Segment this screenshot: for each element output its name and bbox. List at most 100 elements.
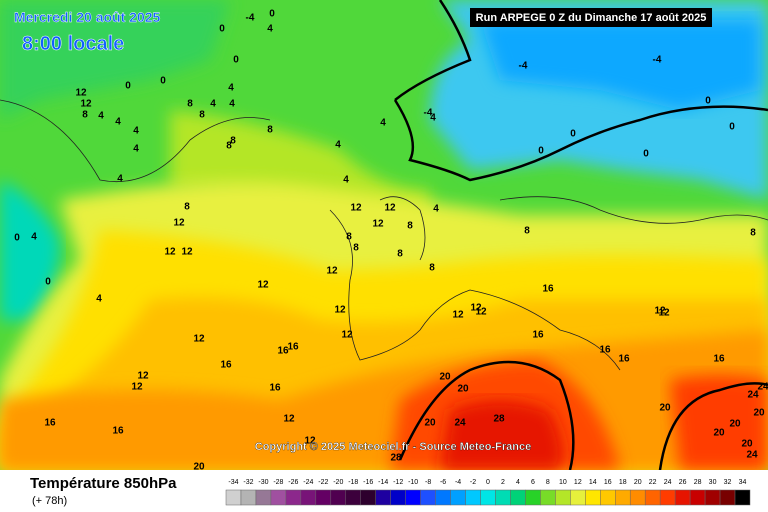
contour-label: 12 xyxy=(341,330,353,341)
colorbar-swatch xyxy=(435,489,451,506)
contour-label: 8 xyxy=(187,99,193,110)
temperature-field xyxy=(0,0,768,470)
colorbar-swatch xyxy=(300,489,317,506)
contour-label: 12 xyxy=(350,203,362,214)
contour-label: 20 xyxy=(193,462,205,473)
contour-label: 12 xyxy=(173,218,185,229)
contour-label: 28 xyxy=(390,453,402,464)
contour-label: 12 xyxy=(164,247,176,258)
colorbar-swatch xyxy=(704,489,721,506)
contour-label: 16 xyxy=(277,346,289,357)
run-info: Run ARPEGE 0 Z du Dimanche 17 août 2025 xyxy=(476,12,707,24)
colorbar-label: -18 xyxy=(348,479,358,486)
colorbar-swatch xyxy=(315,489,332,506)
colorbar-swatch xyxy=(345,489,361,506)
colorbar-label: -14 xyxy=(378,479,388,486)
colorbar-label: -12 xyxy=(393,479,403,486)
colorbar-swatch xyxy=(719,489,736,506)
contour-label: 12 xyxy=(193,334,205,345)
contour-label: 4 xyxy=(31,232,37,243)
contour-label: 20 xyxy=(741,439,753,450)
contour-lines xyxy=(393,0,768,471)
contour-label: 8 xyxy=(524,226,530,237)
colorbar-label: -22 xyxy=(318,479,328,486)
colorbar-swatch xyxy=(540,489,556,506)
contour-label: 24 xyxy=(746,450,758,461)
contour-label: 16 xyxy=(220,360,232,371)
colorbar-label: -16 xyxy=(363,479,373,486)
contour-label: 12 xyxy=(75,88,87,99)
colorbar-swatch xyxy=(510,489,526,506)
colorbar-label: 6 xyxy=(531,479,535,486)
contour-label: 8 xyxy=(750,228,756,239)
contour-label: 8 xyxy=(226,141,232,152)
contour-label: 20 xyxy=(457,384,469,395)
contour-label: 12 xyxy=(80,99,92,110)
colorbar-label: -28 xyxy=(273,479,283,486)
colorbar-label: -10 xyxy=(408,479,418,486)
coastlines xyxy=(0,99,768,371)
colorbar-label: 14 xyxy=(589,479,597,486)
colorbar-swatch xyxy=(525,489,541,506)
contour-label: 16 xyxy=(599,345,611,356)
colorbar-swatch xyxy=(480,489,496,506)
contour-label: 4 xyxy=(96,294,102,305)
contour-label: 0 xyxy=(643,149,649,160)
contour-label: 12 xyxy=(304,436,316,447)
colorbar-swatch xyxy=(689,489,706,506)
colorbar-swatch xyxy=(390,489,406,506)
colorbar-swatch xyxy=(240,489,257,506)
run-box xyxy=(470,8,712,27)
colorbar-swatch xyxy=(360,489,376,506)
contour-label: 4 xyxy=(229,99,235,110)
colorbar-label: -20 xyxy=(333,479,343,486)
contour-label: -4 xyxy=(653,55,662,66)
contour-label: 8 xyxy=(429,263,435,274)
contour-label: 20 xyxy=(753,408,765,419)
contour-label: 8 xyxy=(230,136,236,147)
contour-label: 8 xyxy=(397,249,403,260)
contour-label: 20 xyxy=(713,428,725,439)
contour-label: 12 xyxy=(384,203,396,214)
colorbar-swatch xyxy=(330,489,347,506)
contour-label: 0 xyxy=(538,146,544,157)
colorbar-swatch xyxy=(465,489,481,506)
colorbar-label: 20 xyxy=(634,479,642,486)
colorbar-swatch xyxy=(420,489,436,506)
contour-label: 4 xyxy=(133,144,139,155)
colorbar-swatch xyxy=(585,489,601,506)
contour-label: 12 xyxy=(452,310,464,321)
colorbar-label: 26 xyxy=(679,479,687,486)
contour-label: -4 xyxy=(246,13,255,24)
colorbar-label: -6 xyxy=(440,479,446,486)
contour-label: 20 xyxy=(439,372,451,383)
contour-label: 4 xyxy=(343,175,349,186)
contour-label: 12 xyxy=(372,219,384,230)
contour-label: 0 xyxy=(14,233,20,244)
contour-label: 8 xyxy=(407,221,413,232)
colorbar-swatch xyxy=(450,489,466,506)
colorbar-swatch xyxy=(225,489,242,506)
contour-label: 4 xyxy=(115,117,121,128)
contour-label: 12 xyxy=(257,280,269,291)
colorbar-label: -34 xyxy=(228,479,238,486)
contour-label: 0 xyxy=(705,96,711,107)
colorbar-swatch xyxy=(495,489,511,506)
colorbar-swatch xyxy=(674,489,691,506)
colorbar-swatch xyxy=(629,489,646,506)
contour-label: 4 xyxy=(117,174,123,185)
date: Mercredi 20 août 2025 xyxy=(14,9,161,25)
contour-label: 0 xyxy=(160,76,166,87)
contour-label: 4 xyxy=(430,113,436,124)
contour-label: 4 xyxy=(335,140,341,151)
copyright: Copyright © 2025 Meteociel.fr - Source M… xyxy=(255,441,531,453)
colorbar: -34 -32 -30 -28 -26 -24 -22 -20 -18 -16 -14 -12 -10-… xyxy=(225,479,751,506)
contour-label: 16 xyxy=(287,342,299,353)
colorbar-label: 34 xyxy=(739,479,747,486)
contour-label: 4 xyxy=(433,204,439,215)
contour-label: 20 xyxy=(659,403,671,414)
contour-label: 20 xyxy=(729,419,741,430)
contour-label: 12 xyxy=(658,308,670,319)
contour-label: 12 xyxy=(334,305,346,316)
